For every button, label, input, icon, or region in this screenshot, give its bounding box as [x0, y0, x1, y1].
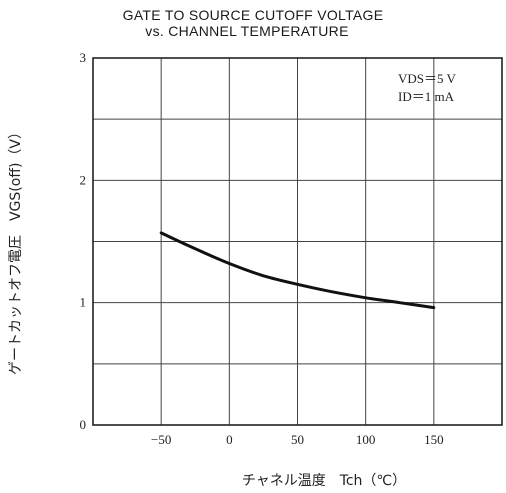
y-tick-label: 2	[80, 172, 87, 187]
x-tick-label: 150	[424, 432, 444, 447]
condition-vds: VDS＝5 V	[398, 71, 457, 86]
y-tick-label: 0	[80, 417, 87, 432]
x-axis-label: チャネル温度 Tch（℃）	[242, 473, 406, 489]
x-tick-label: 0	[226, 432, 233, 447]
y-tick-label: 3	[80, 50, 87, 65]
y-tick-label: 1	[80, 295, 87, 310]
conditions-box: VDS＝5 V ID＝1 mA	[398, 71, 457, 104]
chart-subtitle: vs. CHANNEL TEMPERATURE	[145, 23, 349, 39]
plot-frame	[92, 57, 503, 426]
x-tick-label: −50	[151, 432, 171, 447]
x-tick-labels: −50 0 50 100 150	[151, 432, 444, 447]
grid-lines	[93, 58, 502, 425]
condition-id: ID＝1 mA	[398, 89, 455, 104]
series-line	[159, 231, 436, 310]
y-tick-labels: 0 1 2 3	[80, 50, 87, 432]
x-tick-label: 50	[291, 432, 304, 447]
chart-title: GATE TO SOURCE CUTOFF VOLTAGE	[122, 7, 384, 23]
x-tick-label: 100	[356, 432, 376, 447]
y-axis-label: ゲートカットオフ電圧 VGS(off)（V）	[8, 125, 24, 375]
